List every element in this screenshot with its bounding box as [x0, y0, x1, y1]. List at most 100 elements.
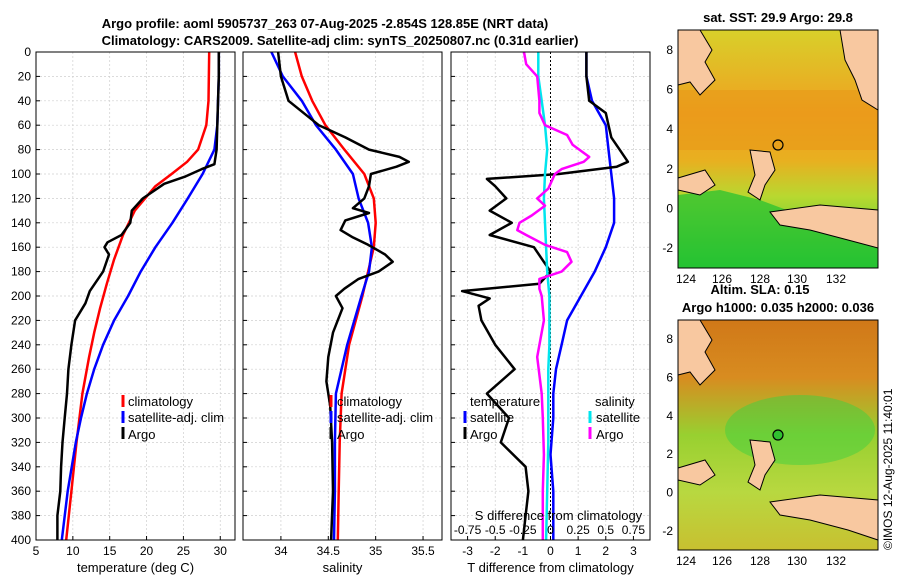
sla-map-frame: [677, 319, 879, 551]
sst-land-seram: [769, 204, 879, 249]
figure-title-line2: Climatology: CARS2009. Satellite-adj cli…: [102, 33, 579, 48]
series-line-temperature-satellite: [549, 52, 616, 540]
x-tick-label: 0: [547, 544, 554, 558]
sst-y-tick-label: 0: [666, 202, 673, 216]
figure-title-line1: Argo profile: aoml 5905737_263 07-Aug-20…: [102, 16, 549, 31]
y-tick-label: 100: [11, 167, 31, 181]
difference-legend: temperature satellite Argo salinity sate…: [463, 394, 640, 442]
legend-temperature-heading: temperature: [470, 394, 540, 409]
x-tick-label: 3: [630, 544, 637, 558]
x-tick-label: 15: [103, 544, 117, 558]
legend-argo-label: Argo: [337, 427, 364, 442]
sla-land-seram: [769, 494, 879, 541]
x-tick-label: 10: [66, 544, 80, 558]
x-tick-label: 34: [274, 544, 288, 558]
map-x-tick-label: 126: [712, 272, 732, 286]
sst-y-tick-label: -2: [662, 241, 673, 255]
map-x-tick-label: 132: [826, 554, 846, 568]
sst-map: [677, 29, 879, 269]
legend-climatology-label: climatology: [337, 394, 403, 409]
y-tick-label: 160: [11, 240, 31, 254]
secondary-x-tick-label: -0.75: [454, 523, 482, 537]
sst-warm-patch: [678, 90, 878, 150]
sla-map-title-line2: Argo h1000: 0.035 h2000: 0.036: [682, 300, 874, 315]
sst-land-north: [677, 29, 716, 96]
secondary-x-axis-label: S difference from climatology: [475, 508, 643, 523]
map-x-tick-label: 128: [750, 272, 770, 286]
x-tick-label: 34.5: [317, 544, 341, 558]
series-line-satellite-adj-clim: [60, 52, 221, 541]
sla-y-tick-label: 2: [666, 447, 673, 461]
sla-map-title-line1: Altim. SLA: 0.15: [711, 282, 810, 297]
temperature-panel: 0 20 40 60 80 100 120 140 160 180 200 220 240 260 280 3…: [11, 45, 236, 575]
y-tick-label: 340: [11, 460, 31, 474]
temperature-legend: climatology satellite-adj. clim Argo: [121, 394, 224, 442]
sst-y-tick-label: 8: [666, 43, 673, 57]
x-tick-label: 20: [140, 544, 154, 558]
x-tick-label: 35.5: [411, 544, 435, 558]
x-tick-label: 1: [575, 544, 582, 558]
secondary-x-tick-label: 0.5: [597, 523, 614, 537]
map-x-tick-label: 126: [712, 554, 732, 568]
legend-s-argo-label: Argo: [596, 427, 623, 442]
y-tick-label: 0: [24, 45, 31, 59]
series-line-satellite-adj-clim: [270, 51, 374, 541]
y-tick-label: 240: [11, 338, 31, 352]
x-tick-label: -2: [490, 544, 501, 558]
map-x-tick-label: 130: [787, 554, 807, 568]
map-x-tick-label: 128: [750, 554, 770, 568]
sst-y-tick-label: 2: [666, 162, 673, 176]
series-line-temperature-argo: [460, 52, 630, 541]
y-tick-label: 200: [11, 289, 31, 303]
secondary-x-tick-label: 0.25: [566, 523, 590, 537]
sla-green-patch: [725, 395, 875, 465]
legend-salinity-heading: salinity: [595, 394, 635, 409]
x-tick-label: 30: [214, 544, 228, 558]
salinity-panel: 34 34.5 35 35.5 salinity: [242, 51, 443, 575]
copyright-stamp: ©IMOS 12-Aug-2025 11:40:01: [881, 388, 895, 550]
x-axis-label: temperature (deg C): [77, 560, 194, 575]
y-tick-label: 80: [18, 143, 32, 157]
legend-argo-label: Argo: [128, 427, 155, 442]
map-x-tick-label: 130: [787, 272, 807, 286]
sla-land-halmahera: [747, 439, 776, 491]
series-line-climatology: [293, 51, 377, 541]
legend-t-argo-label: Argo: [470, 427, 497, 442]
y-tick-label: 40: [18, 94, 32, 108]
sst-map-title: sat. SST: 29.9 Argo: 29.8: [703, 10, 853, 25]
sla-y-tick-label: 8: [666, 332, 673, 346]
y-tick-label: 220: [11, 313, 31, 327]
sla-argo-marker: [772, 429, 784, 441]
x-tick-label: 35: [369, 544, 383, 558]
salinity-legend: climatology satellite-adj. clim Argo: [329, 394, 433, 442]
y-tick-label: 320: [11, 435, 31, 449]
sst-land-halmahera: [747, 149, 776, 201]
sst-map-frame: [677, 29, 879, 269]
x-tick-label: 25: [177, 544, 191, 558]
y-tick-label: 380: [11, 509, 31, 523]
sst-y-tick-label: 6: [666, 83, 673, 97]
y-tick-label: 120: [11, 191, 31, 205]
x-axis-label: salinity: [323, 560, 363, 575]
secondary-x-tick-label: 0: [547, 523, 554, 537]
y-tick-label: 280: [11, 387, 31, 401]
series-line-argo: [56, 52, 221, 540]
map-x-tick-label: 132: [826, 272, 846, 286]
y-tick-label: 20: [18, 69, 32, 83]
sla-y-tick-label: 6: [666, 371, 673, 385]
series-line-climatology: [64, 51, 211, 541]
difference-panel: -3 -2 -1 0 1 2 3 T difference from climatology S…: [450, 51, 651, 575]
sla-map: [677, 319, 879, 551]
x-tick-label: 5: [33, 544, 40, 558]
legend-satellite-label: satellite-adj. clim: [128, 410, 224, 425]
x-tick-label: 2: [602, 544, 609, 558]
y-tick-label: 140: [11, 216, 31, 230]
x-axis-label: T difference from climatology: [467, 560, 634, 575]
series-line-salinity-argo: [516, 51, 591, 540]
y-tick-label: 360: [11, 484, 31, 498]
legend-climatology-label: climatology: [128, 394, 194, 409]
sla-y-tick-label: -2: [662, 524, 673, 538]
x-tick-label: -1: [518, 544, 529, 558]
x-tick-label: -3: [462, 544, 473, 558]
sla-land-north: [677, 319, 716, 386]
